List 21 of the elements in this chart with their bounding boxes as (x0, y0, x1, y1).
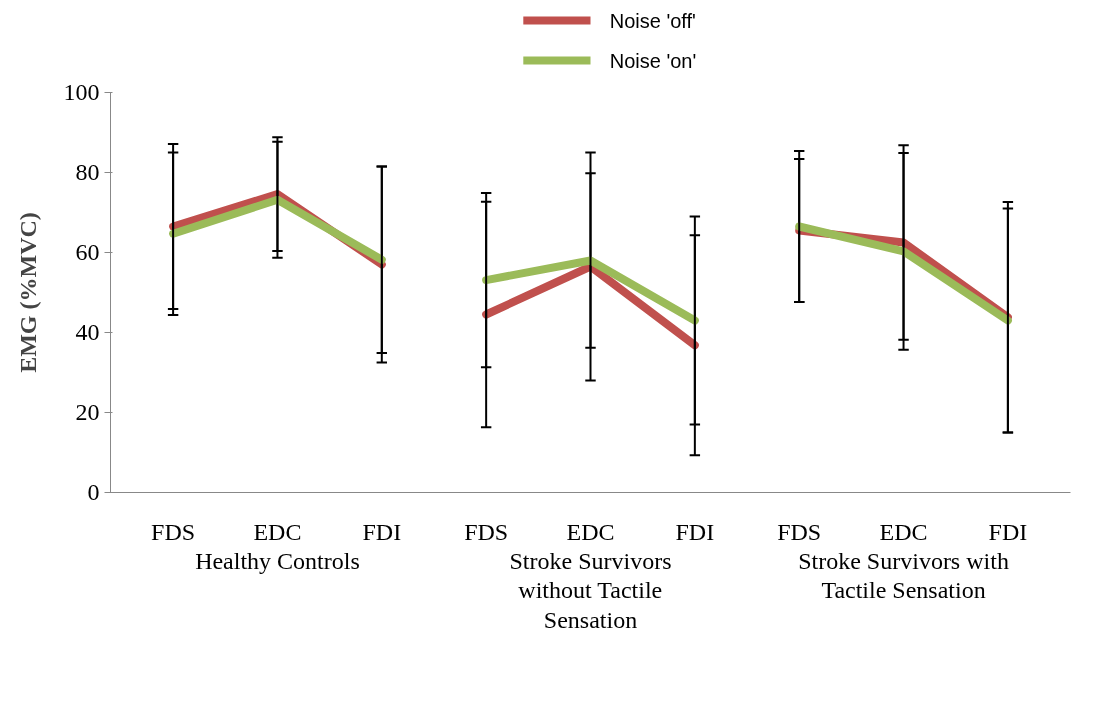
text: Stroke Survivors with Tactile Sensation (798, 547, 1009, 604)
y-tick-label: 20 (75, 399, 100, 425)
x-tick-label: EDC (879, 518, 928, 545)
x-tick-label: FDS (151, 518, 196, 545)
x-tick-label: FDI (362, 518, 402, 545)
y-tick-label: 60 (75, 239, 100, 265)
x-tick-label: FDI (675, 518, 715, 545)
x-tick-label: FDI (988, 518, 1028, 545)
text: Stroke Survivors without Tactile Sensation (509, 547, 672, 634)
x-tick-label: EDC (253, 518, 302, 545)
y-tick-label: 100 (63, 79, 100, 105)
x-tick-label: EDC (566, 518, 615, 545)
y-tick-label: 80 (75, 159, 100, 185)
y-axis-title: EMG (%MVC) (14, 212, 41, 373)
legend-label: Noise 'off' (609, 9, 696, 32)
y-tick-label: 40 (75, 319, 100, 345)
y-tick-label: 0 (87, 479, 100, 505)
x-tick-label: FDS (777, 518, 822, 545)
text: Healthy Controls (195, 547, 360, 574)
x-tick-label: FDS (464, 518, 509, 545)
legend-label: Noise 'on' (609, 49, 697, 72)
